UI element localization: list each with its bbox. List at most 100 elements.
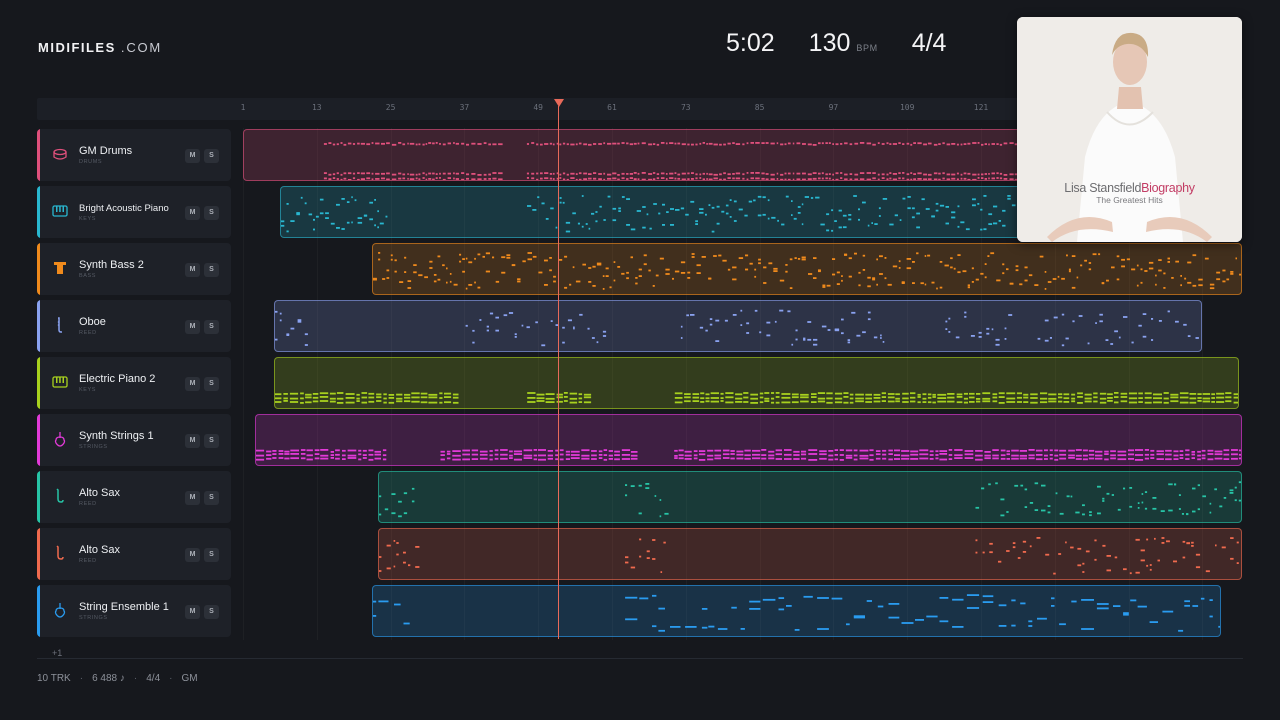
midi-note — [649, 227, 652, 230]
track-header[interactable]: GM Drums DRUMS M S — [37, 129, 231, 181]
midi-note — [778, 309, 784, 312]
midi-note — [306, 449, 314, 452]
midi-note — [1047, 397, 1057, 400]
mute-button[interactable]: M — [185, 491, 200, 505]
solo-button[interactable]: S — [204, 377, 219, 391]
track-lane[interactable] — [273, 300, 1203, 352]
midi-note — [1167, 310, 1170, 313]
midi-note — [572, 326, 575, 329]
midi-note — [1059, 453, 1067, 456]
midi-note — [625, 224, 630, 226]
midi-note — [633, 172, 637, 174]
midi-note — [922, 393, 927, 396]
mute-button[interactable]: M — [185, 548, 200, 562]
midi-note — [1070, 400, 1075, 403]
solo-button[interactable]: S — [204, 320, 219, 334]
midi-note — [677, 177, 681, 180]
track-lane[interactable] — [378, 528, 1242, 580]
midi-note — [780, 223, 785, 226]
solo-button[interactable]: S — [204, 206, 219, 220]
midi-note — [1186, 513, 1189, 515]
midi-note — [556, 177, 559, 180]
track-header[interactable]: Oboe REED M S — [37, 300, 231, 352]
midi-note — [428, 393, 438, 396]
track-lane[interactable] — [372, 243, 1242, 295]
mute-button[interactable]: M — [185, 263, 200, 277]
midi-note — [770, 178, 775, 180]
midi-note — [781, 401, 791, 404]
mute-button[interactable]: M — [185, 434, 200, 448]
solo-button[interactable]: S — [204, 149, 219, 163]
mute-button[interactable]: M — [185, 377, 200, 391]
track-category: STRINGS — [79, 444, 108, 450]
mute-button[interactable]: M — [185, 206, 200, 220]
midi-note — [1230, 271, 1234, 273]
midi-note — [637, 172, 640, 175]
midi-note — [917, 401, 921, 404]
midi-note — [1160, 510, 1166, 512]
midi-note — [681, 143, 686, 146]
playhead[interactable] — [558, 106, 559, 639]
midi-note — [817, 628, 830, 630]
track-header[interactable]: Synth Bass 2 BASS M S — [37, 243, 231, 295]
midi-note — [341, 228, 345, 230]
midi-note — [735, 143, 741, 145]
midi-note — [351, 221, 353, 224]
midi-note — [980, 272, 984, 275]
midi-note — [550, 320, 553, 322]
midi-note — [536, 172, 539, 175]
track-lane[interactable] — [372, 585, 1221, 637]
midi-note — [605, 267, 609, 270]
midi-note — [1014, 173, 1019, 176]
midi-note — [639, 597, 649, 600]
midi-note — [560, 458, 564, 461]
track-header[interactable]: String Ensemble 1 STRINGS M S — [37, 585, 231, 637]
track-header[interactable]: Alto Sax REED M S — [37, 471, 231, 523]
midi-note — [988, 483, 992, 486]
midi-note — [981, 487, 985, 490]
midi-note — [939, 286, 943, 289]
track-lane[interactable] — [378, 471, 1242, 523]
track-lane[interactable] — [255, 414, 1242, 466]
midi-note — [963, 143, 967, 145]
track-header[interactable]: Bright Acoustic Piano KEYS M S — [37, 186, 231, 238]
note-pattern — [256, 449, 1241, 461]
track-header[interactable]: Alto Sax REED M S — [37, 528, 231, 580]
mute-button[interactable]: M — [185, 149, 200, 163]
mute-button[interactable]: M — [185, 320, 200, 334]
midi-note — [420, 396, 428, 399]
solo-button[interactable]: S — [204, 491, 219, 505]
track-header[interactable]: Electric Piano 2 KEYS M S — [37, 357, 231, 409]
midi-note — [995, 482, 999, 485]
midi-note — [1089, 449, 1095, 452]
midi-note — [957, 271, 961, 274]
midi-note — [684, 458, 692, 460]
midi-note — [705, 393, 710, 396]
midi-note — [323, 143, 327, 145]
midi-note — [830, 209, 833, 212]
track-header[interactable]: Synth Strings 1 STRINGS M S — [37, 414, 231, 466]
midi-note — [827, 329, 831, 331]
midi-note — [789, 258, 793, 261]
solo-button[interactable]: S — [204, 434, 219, 448]
mute-button[interactable]: M — [185, 605, 200, 619]
midi-note — [818, 269, 822, 272]
midi-note — [1197, 484, 1201, 487]
midi-note — [927, 254, 931, 257]
midi-note — [377, 210, 379, 213]
solo-button[interactable]: S — [204, 263, 219, 277]
midi-note — [306, 458, 314, 461]
midi-note — [407, 287, 412, 289]
midi-note — [999, 172, 1003, 175]
midi-note — [808, 459, 818, 461]
playhead-handle[interactable] — [554, 99, 564, 107]
solo-button[interactable]: S — [204, 605, 219, 619]
midi-note — [1006, 397, 1015, 400]
solo-button[interactable]: S — [204, 548, 219, 562]
add-track-button[interactable]: +1 — [52, 648, 63, 658]
midi-note — [909, 400, 916, 403]
midi-note — [1179, 508, 1182, 510]
midi-note — [912, 261, 916, 263]
track-lane[interactable] — [273, 357, 1240, 409]
midi-note — [1239, 453, 1241, 456]
